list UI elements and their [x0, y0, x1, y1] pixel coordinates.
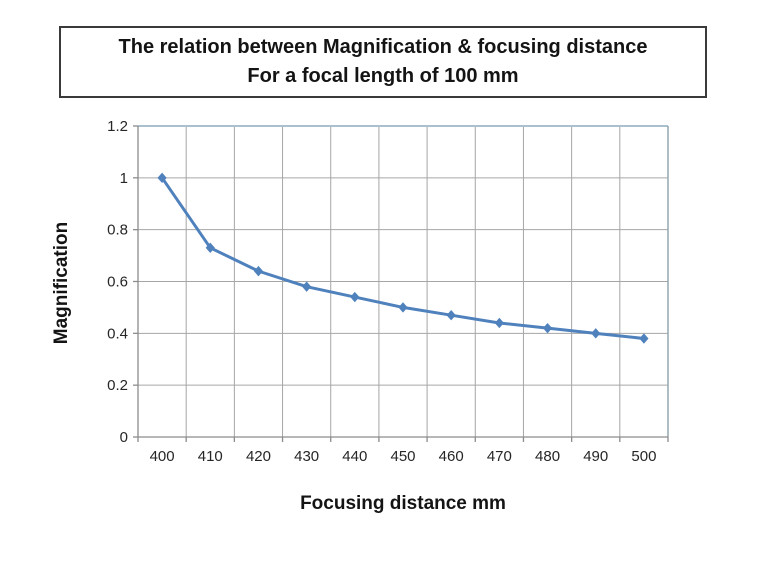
x-tick-label: 470 — [487, 448, 512, 465]
y-axis-title: Magnification — [51, 221, 72, 345]
data-point-marker — [591, 328, 601, 339]
y-tick-label: 0 — [120, 429, 128, 446]
y-tick-label: 1.2 — [107, 118, 128, 135]
data-point-marker — [205, 242, 215, 254]
y-tick-label: 0.6 — [107, 274, 128, 291]
line-chart: 0 0.2 0.4 0.6 0.8 1 1.2 400 410 420 430 440 450 460 47… — [107, 118, 669, 465]
data-point-marker — [639, 333, 649, 344]
data-point-marker — [494, 317, 504, 329]
data-point-marker — [302, 281, 312, 292]
x-tick-label: 400 — [150, 448, 175, 465]
y-tick-label: 0.4 — [107, 325, 128, 342]
x-tick-label: 440 — [342, 448, 367, 465]
x-tick-label: 500 — [631, 448, 656, 465]
y-tick-label: 0.2 — [107, 377, 128, 394]
data-point-marker — [157, 172, 167, 184]
x-tick-label: 450 — [390, 448, 415, 465]
y-tick-label: 1 — [120, 170, 128, 187]
x-tick-label: 490 — [583, 448, 608, 465]
data-point-marker — [398, 302, 408, 313]
x-axis-title: Focusing distance mm — [300, 493, 506, 514]
x-tick-label: 410 — [198, 448, 223, 465]
y-tick-label: 0.8 — [107, 222, 128, 239]
x-tick-label: 460 — [439, 448, 464, 465]
data-point-marker — [542, 322, 553, 334]
chart-title-line-2: For a focal length of 100 mm — [247, 65, 519, 87]
x-tick-label: 480 — [535, 448, 560, 465]
x-tick-label: 420 — [246, 448, 271, 465]
data-point-marker — [253, 265, 264, 277]
chart-title-line-1: The relation between Magnification & foc… — [118, 36, 648, 58]
x-tick-label: 430 — [294, 448, 319, 465]
data-point-marker — [350, 291, 360, 303]
data-point-marker — [446, 309, 456, 321]
chart-title-box: The relation between Magnification & foc… — [59, 26, 707, 98]
